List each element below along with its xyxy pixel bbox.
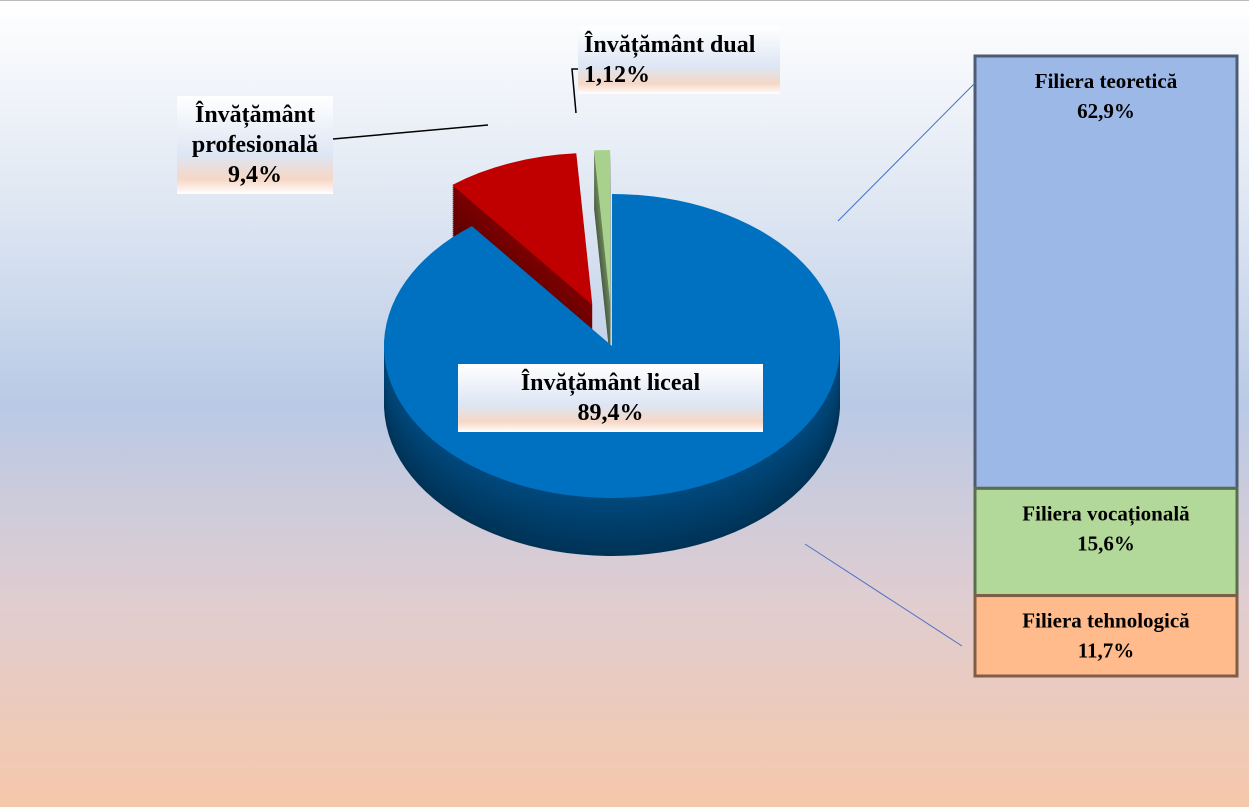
slice [383,194,840,498]
category-label: Filiera tehnologică [1022,609,1190,633]
data-label: Învățământ dual 1,12% [578,26,780,94]
bar-segment [973,486,1239,598]
leader-line [571,68,578,114]
value-label: 15,6% [1077,531,1135,555]
value-label: 11,7% [1078,639,1135,663]
data-label: Învățământ liceal 89,4% [458,364,763,432]
value-label: 9,4% [228,162,282,188]
category-label: Filiera teoretică [1035,69,1178,93]
slice [452,153,593,305]
value-label: 62,9% [1077,99,1135,123]
bar-segment [973,594,1239,678]
value-label: 1,12% [584,62,650,88]
data-label: Învățământ profesională 9,4% [177,96,333,194]
category-label: Filiera vocațională [1022,501,1190,526]
category-label: Învățământ dual [584,32,756,58]
value-label: 89,4% [577,400,644,426]
connector-line [837,82,976,222]
slice [594,150,611,303]
connector-line [804,543,963,647]
category-label: Învățământ liceal [520,370,701,396]
category-label: Învățământ profesională [191,102,319,158]
bar-segment [973,54,1239,490]
leader-line [332,124,489,140]
